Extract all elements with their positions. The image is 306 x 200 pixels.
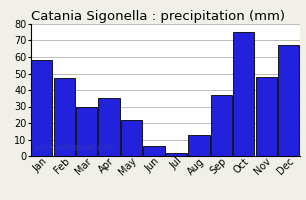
Bar bbox=[233, 32, 254, 156]
Bar bbox=[211, 95, 232, 156]
Text: www.allmetsat.com: www.allmetsat.com bbox=[33, 143, 116, 152]
Bar bbox=[278, 45, 299, 156]
Bar bbox=[188, 135, 210, 156]
Bar bbox=[166, 153, 187, 156]
Bar bbox=[121, 120, 142, 156]
Bar bbox=[99, 98, 120, 156]
Bar bbox=[76, 106, 97, 156]
Bar bbox=[256, 77, 277, 156]
Bar bbox=[143, 146, 165, 156]
Text: Catania Sigonella : precipitation (mm): Catania Sigonella : precipitation (mm) bbox=[31, 10, 285, 23]
Bar bbox=[31, 60, 53, 156]
Bar bbox=[54, 78, 75, 156]
